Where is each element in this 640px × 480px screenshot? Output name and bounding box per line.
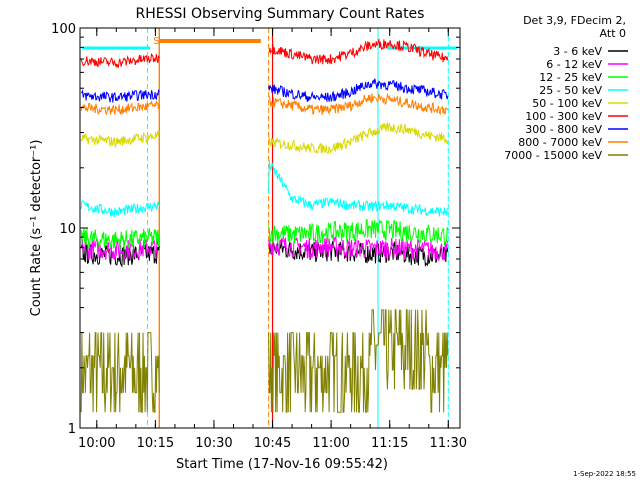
legend-label-7: 800 - 7000 keV: [518, 136, 602, 149]
legend-header-0: Det 3,9, FDecim 2,: [523, 14, 626, 27]
x-axis-ticks: 10:00 10:15 10:30 10:45 11:00 11:15 11:30: [78, 28, 467, 451]
annotation-0: S: [153, 36, 159, 47]
chart-title: RHESSI Observing Summary Count Rates: [136, 6, 425, 22]
series-line-7: [80, 92, 449, 116]
legend-label-3: 25 - 50 keV: [539, 84, 602, 97]
annotation-layer: S: [153, 36, 159, 47]
series-line-2: [80, 218, 449, 251]
x-tick-label-4: 11:00: [312, 436, 349, 451]
legend-label-6: 300 - 800 keV: [525, 123, 602, 136]
legend-label-2: 12 - 25 keV: [539, 71, 602, 84]
y-axis-label: Count Rate (s⁻¹ detector⁻¹): [29, 140, 44, 317]
legend-label-5: 100 - 300 keV: [525, 110, 602, 123]
y-tick-label-2: 100: [51, 22, 76, 37]
series-line-6: [80, 78, 449, 103]
y-tick-label-0: 1: [68, 422, 76, 437]
footer-date: 1-Sep-2022 18:55: [573, 470, 636, 478]
x-tick-label-1: 10:15: [137, 436, 174, 451]
x-axis-label: Start Time (17-Nov-16 09:55:42): [176, 457, 388, 472]
x-tick-label-2: 10:30: [195, 436, 232, 451]
y-axis-ticks: 1 10 100: [51, 22, 460, 437]
legend-label-1: 6 - 12 keV: [546, 58, 602, 71]
series-line-5: [80, 37, 449, 69]
series-line-4: [80, 121, 449, 155]
x-tick-label-0: 10:00: [78, 436, 115, 451]
x-tick-label-3: 10:45: [254, 436, 291, 451]
legend-header-1: Att 0: [600, 27, 626, 40]
series-line-0: [80, 239, 449, 268]
legend-label-8: 7000 - 15000 keV: [504, 149, 602, 162]
series-layer: [80, 37, 449, 413]
x-tick-label-6: 11:30: [430, 436, 467, 451]
series-line-8: [80, 309, 449, 413]
x-tick-label-5: 11:15: [371, 436, 408, 451]
legend-label-4: 50 - 100 keV: [532, 97, 602, 110]
y-tick-label-1: 10: [59, 222, 76, 237]
series-line-3: [80, 159, 449, 218]
legend-label-0: 3 - 6 keV: [553, 45, 602, 58]
